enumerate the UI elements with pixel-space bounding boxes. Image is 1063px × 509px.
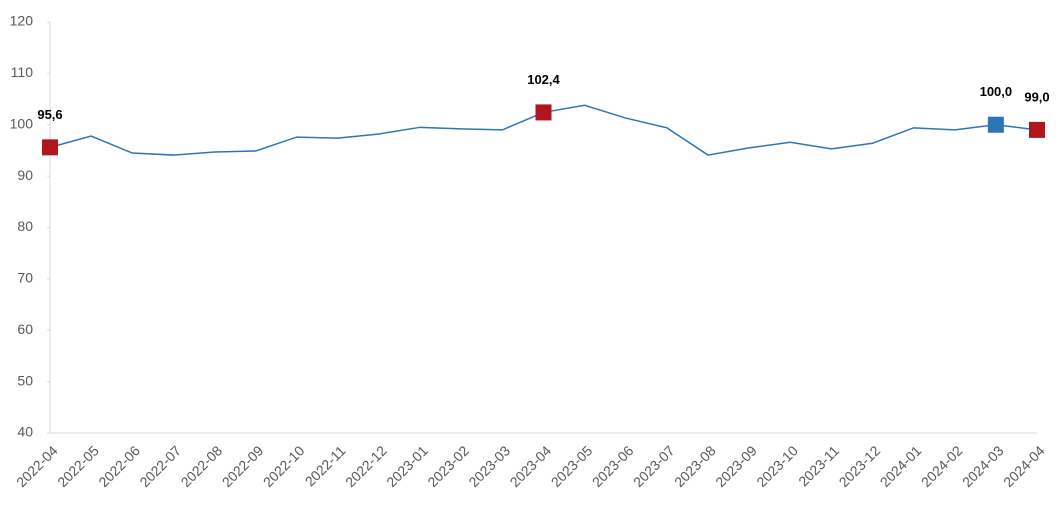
x-tick-label: 2023-06 xyxy=(589,442,637,490)
y-tick-label: 60 xyxy=(17,321,33,337)
y-tick-label: 100 xyxy=(10,115,34,131)
x-tick-label: 2022-11 xyxy=(302,442,349,489)
x-tick-label: 2023-02 xyxy=(424,442,472,490)
x-tick-label: 2022-05 xyxy=(54,442,102,490)
data-label: 100,0 xyxy=(980,84,1013,99)
x-tick-label: 2022-12 xyxy=(342,442,390,490)
x-tick-label: 2023-05 xyxy=(548,442,596,490)
marker xyxy=(1029,121,1045,138)
x-tick-label: 2022-04 xyxy=(13,442,61,490)
data-label: 102,4 xyxy=(527,72,560,87)
x-tick-label: 2022-06 xyxy=(95,442,143,490)
x-tick-label: 2023-07 xyxy=(630,442,678,490)
x-tick-label: 2024-02 xyxy=(918,442,966,490)
data-label: 95,6 xyxy=(37,107,62,122)
marker xyxy=(987,116,1004,133)
x-tick-label: 2024-03 xyxy=(959,442,1007,490)
y-tick-label: 120 xyxy=(10,13,34,29)
x-tick-label: 2024-01 xyxy=(877,442,925,490)
x-tick-label: 2022-07 xyxy=(136,442,184,490)
x-tick-label: 2023-08 xyxy=(671,442,719,490)
x-tick-label: 2023-10 xyxy=(753,442,801,490)
y-tick-label: 80 xyxy=(17,218,33,234)
data-label: 99,0 xyxy=(1024,89,1049,104)
x-tick-label: 2023-03 xyxy=(465,442,513,490)
x-tick-label: 2023-11 xyxy=(795,442,842,489)
marker xyxy=(42,139,58,156)
x-tick-label: 2024-04 xyxy=(1000,442,1048,490)
y-tick-label: 40 xyxy=(17,424,33,440)
y-tick-label: 50 xyxy=(17,372,33,388)
x-tick-label: 2023-01 xyxy=(383,442,431,490)
x-tick-label: 2023-04 xyxy=(507,442,555,490)
x-tick-label: 2023-09 xyxy=(712,442,760,490)
marker xyxy=(535,104,552,121)
y-tick-label: 110 xyxy=(11,64,34,80)
x-tick-label: 2023-12 xyxy=(836,442,884,490)
y-tick-label: 70 xyxy=(17,270,33,286)
x-tick-label: 2022-09 xyxy=(219,442,267,490)
y-tick-label: 90 xyxy=(17,167,33,183)
x-tick-label: 2022-08 xyxy=(178,442,226,490)
x-tick-label: 2022-10 xyxy=(260,442,308,490)
